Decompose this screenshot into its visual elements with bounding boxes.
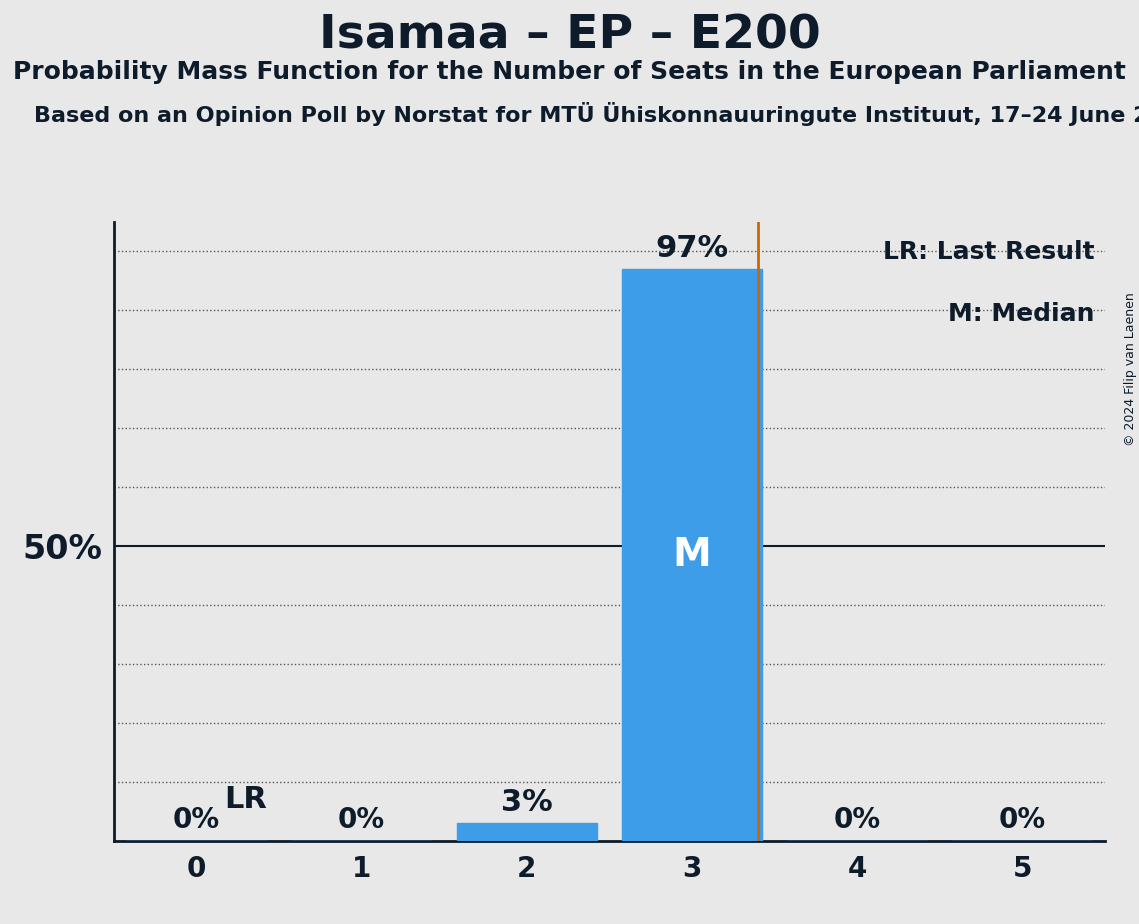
Text: Probability Mass Function for the Number of Seats in the European Parliament: Probability Mass Function for the Number…: [13, 60, 1126, 84]
Bar: [622, 269, 762, 841]
Text: LR: LR: [224, 785, 268, 814]
Bar: [457, 823, 597, 841]
Text: M: M: [672, 536, 712, 574]
Text: 0%: 0%: [834, 806, 880, 833]
Text: 0%: 0%: [338, 806, 385, 833]
Text: 3%: 3%: [501, 788, 552, 817]
Text: Based on an Opinion Poll by Norstat for MTÜ Ühiskonnauuringute Instituut, 17–24 : Based on an Opinion Poll by Norstat for …: [34, 102, 1139, 126]
Text: Isamaa – EP – E200: Isamaa – EP – E200: [319, 14, 820, 59]
Text: LR: Last Result: LR: Last Result: [884, 240, 1095, 264]
Text: M: Median: M: Median: [949, 302, 1095, 326]
Text: 97%: 97%: [655, 234, 729, 263]
Text: © 2024 Filip van Laenen: © 2024 Filip van Laenen: [1124, 293, 1137, 446]
Text: 0%: 0%: [173, 806, 220, 833]
Text: 0%: 0%: [999, 806, 1046, 833]
